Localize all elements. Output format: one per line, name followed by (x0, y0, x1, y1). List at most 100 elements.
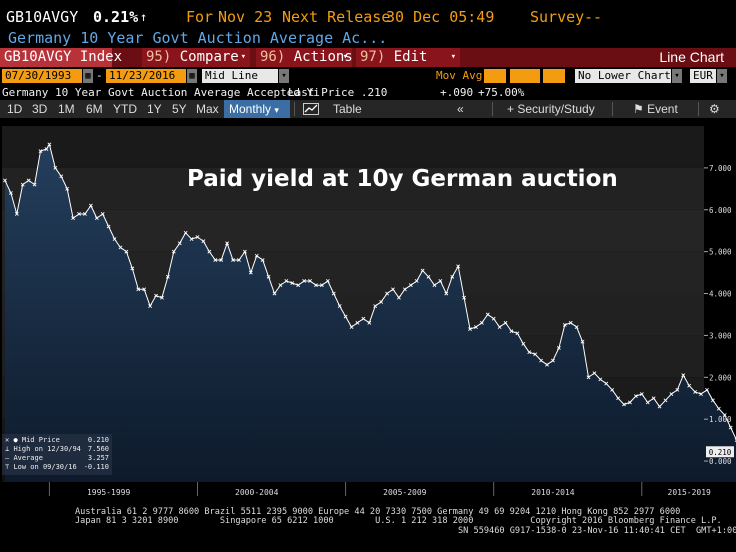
data-point (71, 216, 76, 221)
edit-button[interactable]: 97) Edit ▾ (356, 48, 460, 67)
collapse-icon[interactable]: « (457, 102, 464, 116)
data-point-x2 (195, 235, 200, 239)
data-point-x2 (699, 392, 703, 396)
period-1y[interactable]: 1Y (147, 102, 162, 116)
period-3d[interactable]: 3D (32, 102, 48, 116)
table-button[interactable]: Table (328, 100, 367, 118)
data-point (177, 241, 182, 246)
data-point-x2 (142, 287, 147, 292)
data-point (462, 295, 466, 300)
data-point (402, 287, 407, 292)
actions-dropdown-icon: ▾ (342, 52, 348, 62)
data-point (213, 258, 218, 262)
data-point (44, 147, 49, 151)
data-point (260, 258, 265, 262)
flag-icon: ⚑ (633, 102, 644, 116)
ticker-symbol[interactable]: GB10AVGY (6, 8, 79, 26)
data-point (77, 212, 81, 216)
data-point (355, 320, 360, 325)
start-date-field[interactable]: 07/30/1993 (2, 69, 82, 83)
next-release-value: 30 Dec 05:49 (386, 8, 495, 26)
data-point (479, 320, 484, 325)
x-tick-label: 2010-2014 (531, 488, 575, 497)
data-point (379, 299, 384, 304)
end-calendar-icon[interactable]: ▦ (187, 69, 197, 83)
data-point-x2 (106, 224, 111, 229)
data-point (165, 274, 170, 279)
data-point-x2 (319, 283, 324, 288)
data-point-x2 (598, 377, 603, 382)
security-study-button[interactable]: + Security/Study (502, 100, 600, 118)
data-point-x2 (88, 203, 93, 208)
data-point (248, 270, 253, 275)
data-point-x2 (290, 281, 295, 285)
mov-avg-field-3[interactable] (543, 69, 565, 83)
mov-avg-field-2[interactable] (510, 69, 540, 83)
data-point (728, 425, 733, 430)
security-study-label: Security/Study (517, 102, 595, 116)
legend-low-value: -0.110 (83, 463, 109, 471)
next-release-label: Next Release (282, 8, 391, 26)
start-calendar-icon[interactable]: ▦ (83, 69, 93, 83)
security-description: Germany 10 Year Govt Auction Average Ac.… (8, 29, 388, 47)
data-point-x2 (722, 413, 727, 417)
data-point-x2 (65, 186, 70, 191)
compare-button[interactable]: 95) Compare ▾ (142, 48, 250, 67)
data-point (154, 293, 158, 298)
data-point (574, 325, 579, 329)
data-point (47, 142, 52, 147)
period-bar: 1D 3D 1M 6M YTD 1Y 5Y Max Monthly ▾ Tabl… (0, 100, 736, 118)
period-1m[interactable]: 1M (58, 102, 75, 116)
data-point (610, 387, 615, 392)
currency-dropdown-icon[interactable]: ▾ (717, 69, 727, 83)
settings-gear-icon[interactable]: ⚙ (709, 102, 720, 116)
price-type-select[interactable]: Mid Line (202, 69, 278, 83)
data-point-x2 (296, 283, 301, 288)
legend-high-value: 7.560 (87, 445, 109, 453)
data-point-x2 (438, 279, 443, 283)
data-point-x2 (248, 270, 253, 275)
x-axis-strip (0, 482, 736, 505)
data-point-x2 (545, 362, 549, 367)
period-6m[interactable]: 6M (86, 102, 103, 116)
data-point (663, 398, 668, 403)
chart-legend[interactable]: ✕ ● Mid Price 0.210 ⊥ High on 12/30/94 7… (2, 434, 112, 475)
period-1d[interactable]: 1D (7, 102, 23, 116)
data-point-x2 (337, 304, 342, 309)
data-point (681, 373, 686, 378)
legend-low-label: Low on 09/30/16 (13, 463, 77, 471)
data-point-x2 (705, 387, 709, 392)
period-ytd[interactable]: YTD (113, 102, 137, 116)
data-point (616, 396, 621, 401)
data-point (319, 283, 324, 288)
period-5y[interactable]: 5Y (172, 102, 187, 116)
event-button[interactable]: ⚑ Event (628, 100, 683, 118)
data-point (562, 323, 567, 327)
mov-avg-field-1[interactable] (484, 69, 506, 83)
data-point-x2 (183, 230, 188, 235)
frequency-select[interactable]: Monthly ▾ (224, 100, 290, 118)
data-point-x2 (219, 258, 224, 262)
data-point (568, 320, 573, 325)
security-description-row: Germany 10 Year Govt Auction Average Ac.… (0, 29, 736, 47)
data-point-x2 (669, 392, 674, 396)
data-point-x2 (687, 383, 692, 388)
price-type-dropdown-icon[interactable]: ▾ (279, 69, 289, 83)
index-field[interactable]: GB10AVGY Index (0, 48, 122, 67)
x-tick-label: 1995-1999 (87, 488, 131, 497)
legend-average-label: Average (13, 454, 43, 462)
data-point-x2 (450, 274, 455, 279)
y-tick-label: 3.000 (709, 331, 732, 340)
lower-chart-select[interactable]: No Lower Chart (575, 69, 671, 83)
data-point (8, 191, 13, 195)
data-point (331, 291, 336, 296)
period-max[interactable]: Max (196, 102, 219, 116)
lower-chart-dropdown-icon[interactable]: ▾ (672, 69, 682, 83)
line-chart-icon[interactable] (298, 100, 322, 118)
data-point (485, 312, 490, 317)
currency-select[interactable]: EUR (690, 69, 716, 83)
legend-high: ⊥ High on 12/30/94 7.560 (5, 445, 111, 454)
data-point (130, 266, 135, 271)
end-date-field[interactable]: 11/23/2016 (106, 69, 186, 83)
actions-button[interactable]: 96) Actions ▾ (256, 48, 353, 67)
